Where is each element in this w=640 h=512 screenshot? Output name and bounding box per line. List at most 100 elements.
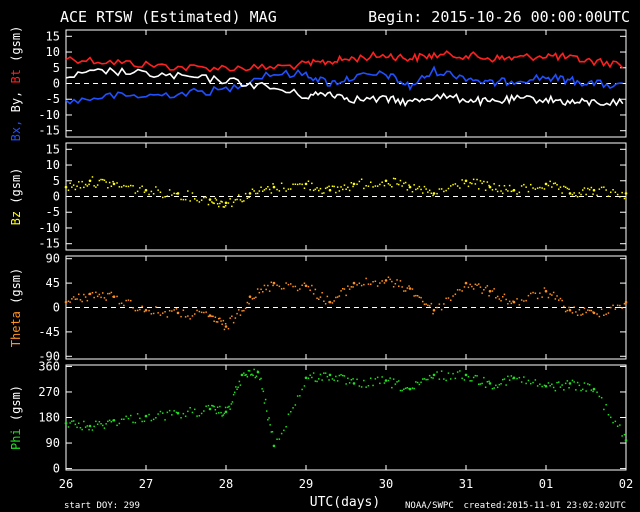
y-axis-label: Bz (gsm) bbox=[9, 168, 23, 226]
data-dot bbox=[612, 304, 614, 307]
data-point bbox=[592, 188, 596, 192]
data-dot bbox=[496, 295, 499, 298]
data-point bbox=[176, 311, 180, 315]
data-point bbox=[432, 192, 436, 195]
data-dot bbox=[227, 202, 230, 204]
data-dot bbox=[93, 425, 95, 428]
data-dot bbox=[116, 295, 118, 298]
data-dot bbox=[234, 391, 236, 394]
data-dot bbox=[280, 182, 283, 184]
data-dot bbox=[438, 378, 441, 380]
data-dot bbox=[299, 288, 301, 290]
data-dot bbox=[483, 289, 485, 291]
data-dot bbox=[518, 191, 521, 194]
data-dot bbox=[200, 199, 203, 201]
data-point bbox=[304, 182, 308, 186]
y-tick-label: -15 bbox=[38, 124, 60, 138]
data-dot bbox=[356, 183, 358, 185]
data-dot bbox=[607, 195, 610, 197]
data-dot bbox=[152, 193, 155, 195]
data-dot bbox=[582, 189, 584, 191]
data-point bbox=[208, 314, 212, 317]
data-dot bbox=[173, 410, 175, 412]
data-dot bbox=[523, 300, 525, 302]
data-dot bbox=[391, 186, 393, 188]
data-dot bbox=[583, 187, 586, 189]
data-dot bbox=[408, 285, 410, 287]
data-dot bbox=[365, 185, 367, 187]
data-dot bbox=[301, 284, 303, 286]
data-dot bbox=[148, 413, 150, 416]
data-point bbox=[488, 289, 492, 293]
data-dot bbox=[481, 382, 483, 385]
data-dot bbox=[559, 297, 562, 300]
data-dot bbox=[374, 378, 377, 380]
data-dot bbox=[474, 183, 477, 185]
data-dot bbox=[561, 192, 563, 194]
begin-time: Begin: 2015-10-26 00:00:00UTC bbox=[368, 8, 630, 26]
data-dot bbox=[587, 187, 589, 190]
data-dot bbox=[326, 186, 329, 189]
data-dot bbox=[432, 312, 434, 315]
data-dot bbox=[478, 283, 480, 285]
data-dot bbox=[93, 185, 95, 187]
data-dot bbox=[236, 388, 238, 390]
data-dot bbox=[139, 417, 141, 420]
data-dot bbox=[423, 303, 426, 305]
data-dot bbox=[619, 304, 621, 307]
data-dot bbox=[292, 285, 294, 288]
series-phi bbox=[64, 368, 628, 448]
data-dot bbox=[503, 293, 506, 296]
data-dot bbox=[493, 183, 495, 185]
data-dot bbox=[383, 282, 386, 284]
data-dot bbox=[200, 311, 203, 314]
data-dot bbox=[269, 424, 271, 426]
data-dot bbox=[551, 383, 553, 385]
data-point bbox=[144, 188, 148, 192]
data-dot bbox=[607, 312, 610, 314]
data-dot bbox=[239, 199, 242, 201]
data-dot bbox=[103, 297, 106, 299]
chart-title: ACE RTSW (Estimated) MAG bbox=[60, 8, 277, 26]
data-dot bbox=[283, 187, 285, 190]
data-dot bbox=[86, 185, 89, 187]
data-point bbox=[64, 421, 68, 425]
data-dot bbox=[211, 315, 213, 317]
data-dot bbox=[323, 192, 325, 194]
data-dot bbox=[484, 386, 487, 388]
data-point bbox=[624, 300, 628, 304]
data-dot bbox=[270, 192, 273, 194]
data-dot bbox=[564, 310, 567, 313]
data-dot bbox=[166, 411, 169, 414]
data-dot bbox=[590, 186, 593, 189]
data-dot bbox=[261, 388, 263, 390]
data-dot bbox=[296, 289, 299, 292]
data-point bbox=[544, 385, 548, 388]
data-point bbox=[408, 287, 412, 290]
data-dot bbox=[541, 296, 543, 298]
data-dot bbox=[450, 185, 452, 187]
data-dot bbox=[422, 378, 424, 380]
data-dot bbox=[110, 421, 113, 423]
data-dot bbox=[358, 282, 361, 284]
data-dot bbox=[262, 390, 265, 393]
data-dot bbox=[413, 295, 415, 297]
data-dot bbox=[563, 389, 565, 391]
data-point bbox=[248, 295, 252, 299]
data-dot bbox=[316, 187, 318, 189]
data-dot bbox=[396, 279, 398, 281]
data-dot bbox=[211, 404, 213, 407]
data-dot bbox=[292, 183, 294, 185]
data-dot bbox=[141, 185, 143, 187]
data-dot bbox=[527, 190, 530, 193]
data-dot bbox=[248, 302, 250, 305]
data-dot bbox=[309, 289, 311, 291]
data-dot bbox=[493, 387, 495, 389]
data-dot bbox=[502, 296, 504, 298]
data-dot bbox=[336, 380, 339, 382]
data-dot bbox=[323, 372, 325, 374]
data-dot bbox=[398, 183, 400, 186]
data-dot bbox=[486, 381, 489, 383]
x-tick-label: 01 bbox=[539, 477, 553, 491]
data-dot bbox=[580, 193, 582, 196]
